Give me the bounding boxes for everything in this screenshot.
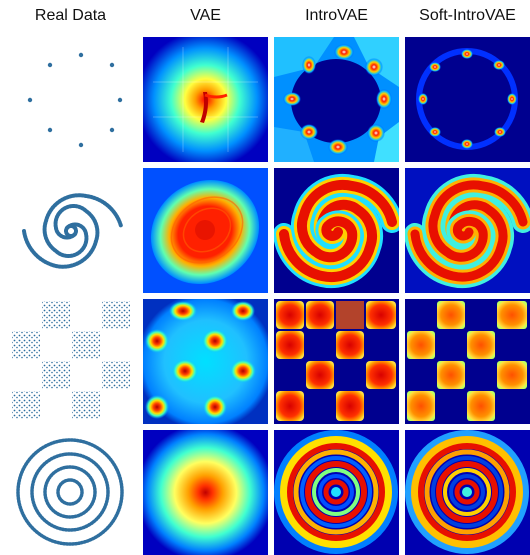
introvae-rings bbox=[274, 430, 399, 555]
real-data-checkerboard bbox=[8, 299, 133, 424]
heatmap-introvae-spiral bbox=[274, 168, 399, 293]
real-data-rings bbox=[8, 430, 133, 555]
heatmap-soft-introvae-checkerboard bbox=[405, 299, 530, 424]
soft-introvae-8gaussians bbox=[405, 37, 530, 162]
heatmap-vae-rings bbox=[143, 430, 268, 555]
real-data-8gaussians bbox=[8, 37, 133, 162]
scatter-spiral bbox=[22, 193, 123, 269]
scatter-checkerboard bbox=[12, 301, 130, 419]
heatmap-vae-spiral bbox=[143, 168, 268, 293]
header-vae: VAE bbox=[190, 7, 221, 24]
vae-checkerboard bbox=[143, 299, 268, 424]
header-soft-introvae: Soft-IntroVAE bbox=[419, 7, 516, 24]
heatmap-vae-checkerboard bbox=[143, 299, 268, 424]
soft-introvae-rings bbox=[405, 430, 530, 555]
heatmap-soft-introvae-8gaussians bbox=[405, 37, 530, 162]
soft-introvae-spiral bbox=[405, 168, 530, 293]
heatmap-introvae-rings bbox=[274, 430, 399, 555]
heatmap-soft-introvae-rings bbox=[405, 430, 530, 555]
vae-spiral bbox=[143, 168, 268, 293]
heatmap-introvae-8gaussians bbox=[274, 37, 399, 162]
header-real-data: Real Data bbox=[34, 7, 107, 24]
vae-8gaussians bbox=[143, 37, 268, 162]
header-introvae: IntroVAE bbox=[305, 7, 368, 24]
introvae-spiral bbox=[274, 168, 399, 293]
heatmap-vae-8gaussians bbox=[143, 37, 268, 162]
heatmap-soft-introvae-spiral bbox=[405, 168, 530, 293]
heatmap-introvae-checkerboard bbox=[274, 299, 399, 424]
scatter-rings bbox=[16, 438, 124, 546]
introvae-8gaussians bbox=[274, 37, 399, 162]
vae-rings bbox=[143, 430, 268, 555]
soft-introvae-checkerboard bbox=[405, 299, 530, 424]
introvae-checkerboard bbox=[274, 299, 399, 424]
real-data-spiral bbox=[8, 168, 133, 293]
scatter-8gaussians bbox=[27, 52, 123, 148]
